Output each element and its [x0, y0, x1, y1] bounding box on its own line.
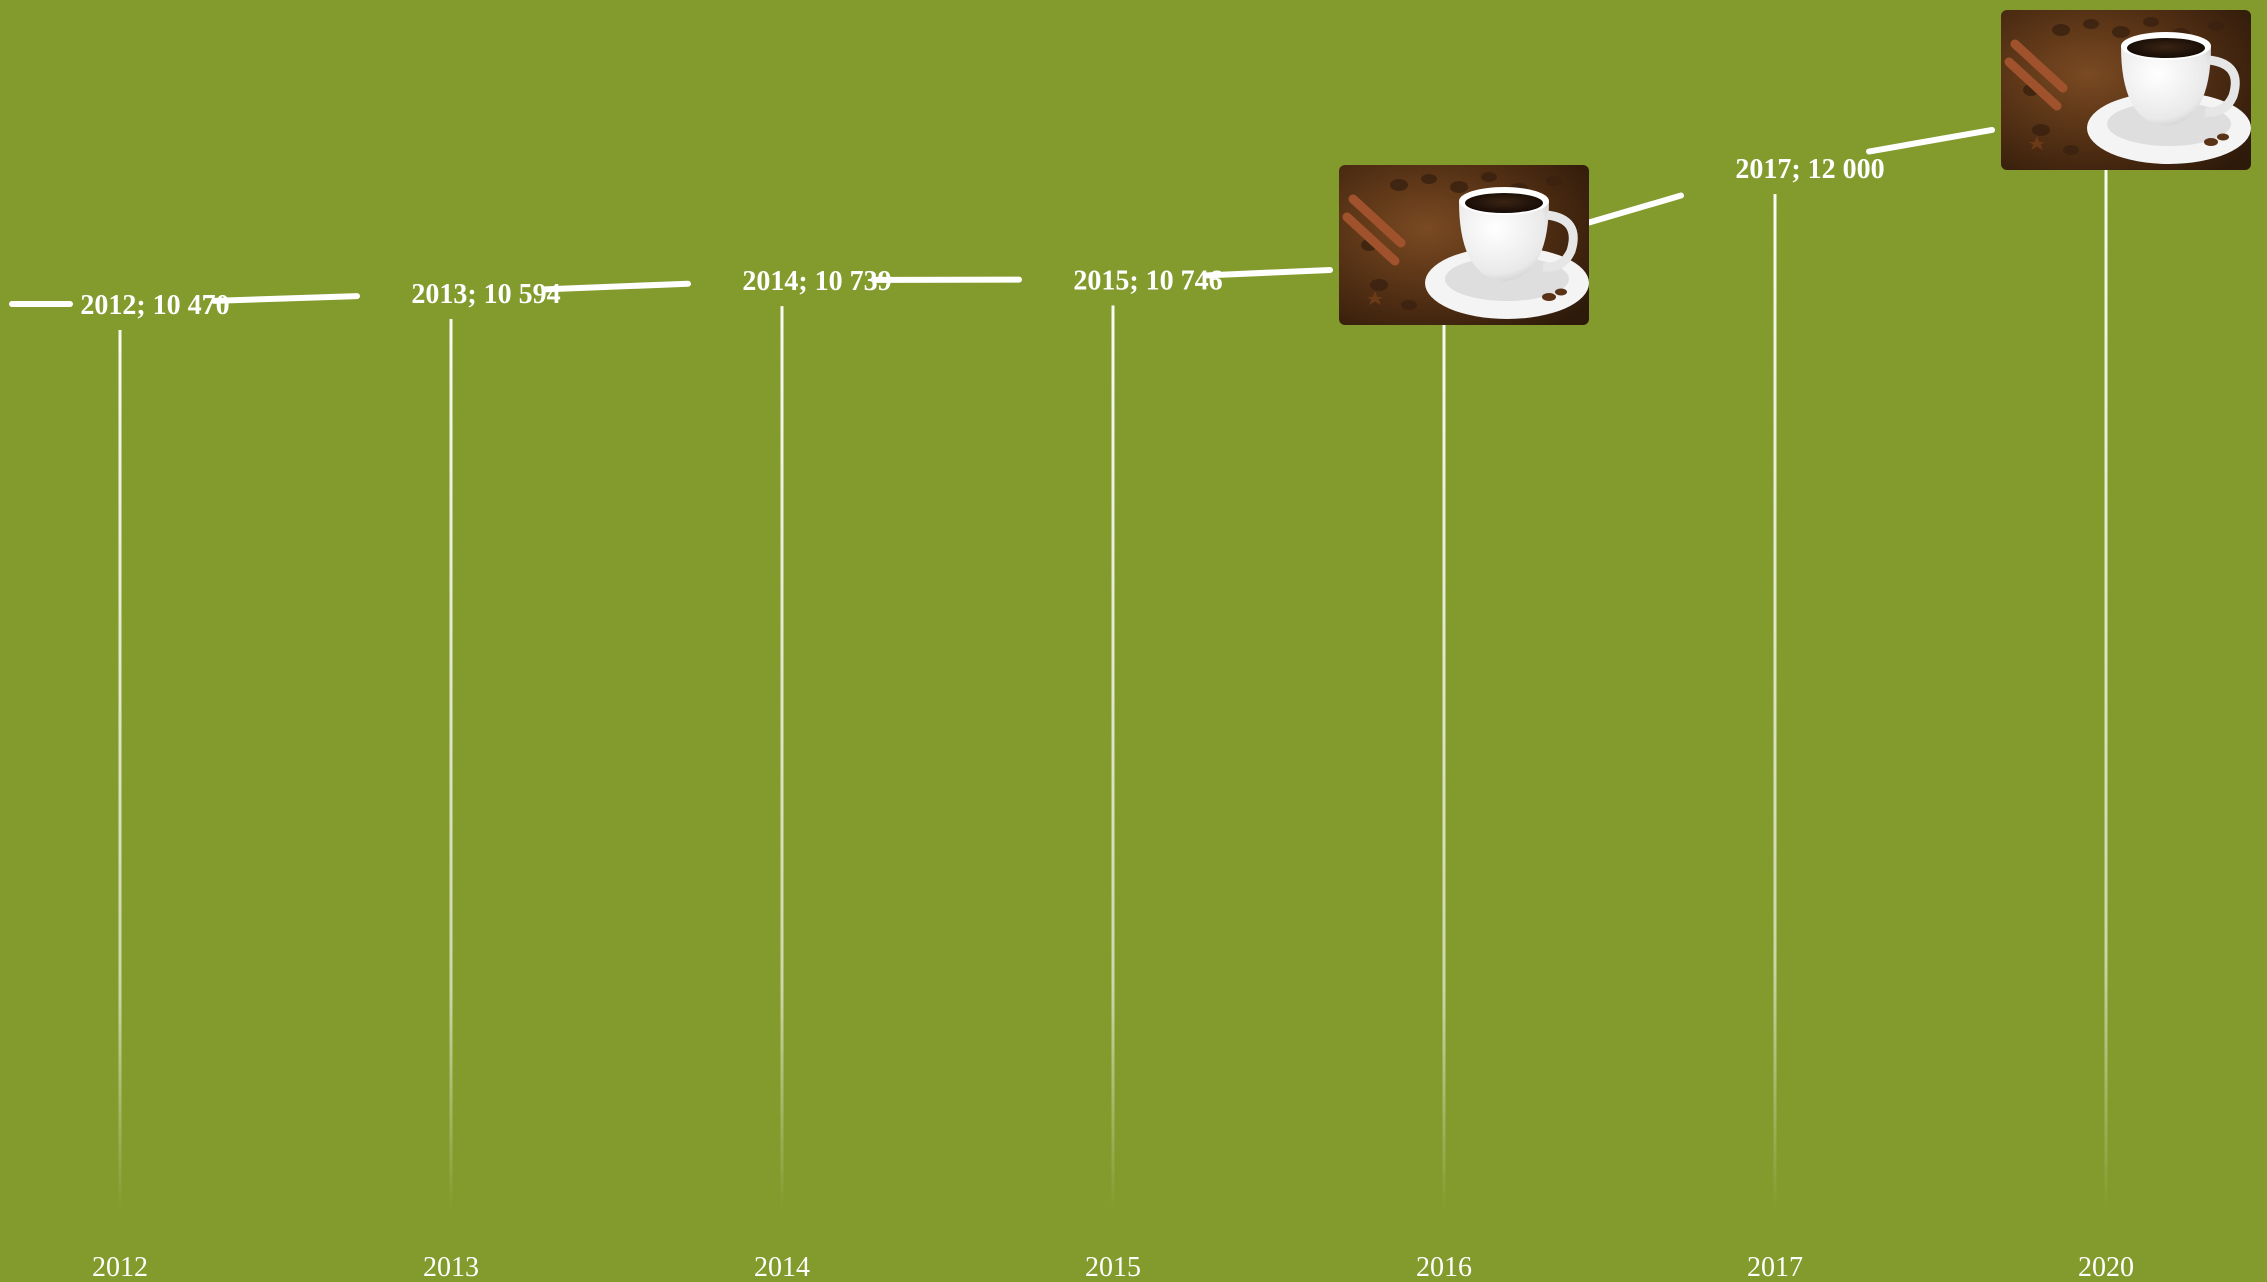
series-line-segment-2017-2020 — [1866, 126, 1995, 155]
drop-line-2015 — [1111, 305, 1115, 1212]
x-tick-label-2016: 2016 — [1416, 1252, 1472, 1282]
data-label-2015: 2015; 10 746 — [1073, 265, 1222, 296]
x-tick-label-2013: 2013 — [423, 1252, 479, 1282]
x-tick-label-2015: 2015 — [1085, 1252, 1141, 1282]
x-tick-label-2014: 2014 — [754, 1252, 810, 1282]
data-label-2017: 2017; 12 000 — [1735, 154, 1884, 185]
coffee-cup-marker-2016 — [1339, 165, 1589, 325]
drop-line-2016 — [1442, 305, 1446, 1212]
drop-line-2012 — [118, 330, 122, 1212]
x-tick-label-2012: 2012 — [92, 1252, 148, 1282]
drop-line-2013 — [449, 318, 453, 1212]
x-tick-label-2020: 2020 — [2078, 1252, 2134, 1282]
data-label-2013: 2013; 10 594 — [411, 279, 560, 310]
series-line-segment-2015-2016 — [1204, 266, 1333, 279]
drop-line-2017 — [1773, 194, 1777, 1212]
data-label-2012: 2012; 10 470 — [80, 290, 229, 321]
drop-line-2020 — [2104, 150, 2108, 1212]
series-line-segment-2012-2013 — [211, 293, 360, 304]
series-line-segment-2013-2014 — [542, 280, 691, 293]
drop-line-2014 — [780, 306, 784, 1213]
x-tick-label-2017: 2017 — [1747, 1252, 1803, 1282]
coffee-cup-marker-2020 — [2001, 10, 2251, 170]
data-label-2014: 2014; 10 739 — [742, 266, 891, 297]
